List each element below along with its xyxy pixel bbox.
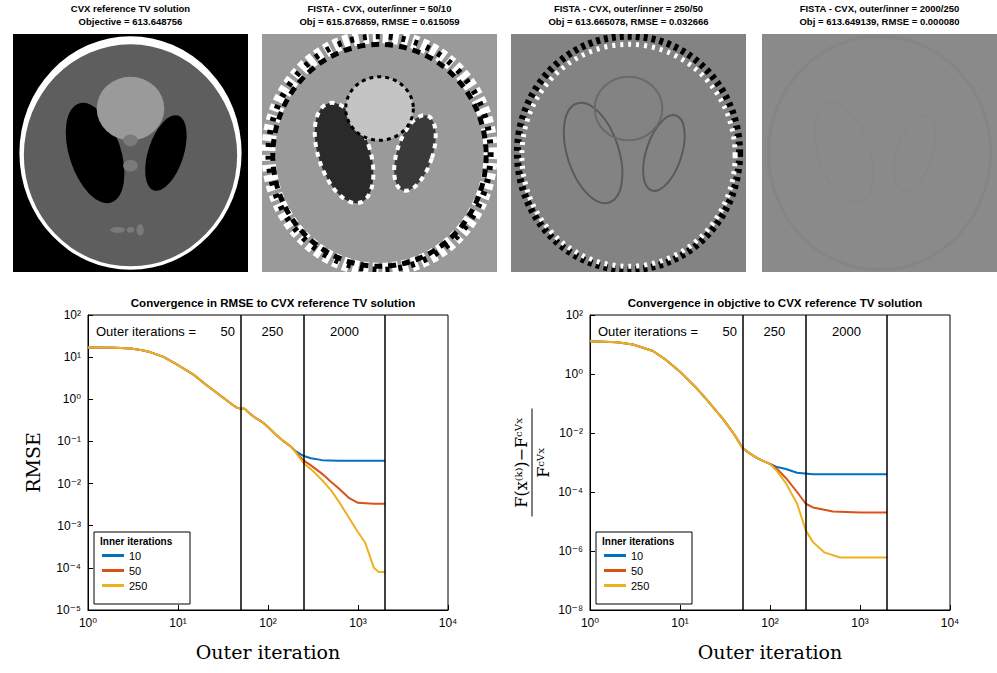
svg-text:250: 250 [631, 580, 649, 592]
svg-text:50: 50 [220, 324, 234, 339]
svg-text:10³: 10³ [349, 616, 366, 630]
svg-text:10⁻⁵: 10⁻⁵ [56, 603, 81, 617]
svg-text:RMSE: RMSE [22, 432, 44, 493]
svg-text:250: 250 [262, 324, 284, 339]
svg-text:10⁻⁸: 10⁻⁸ [558, 603, 583, 617]
svg-text:Outer iteration: Outer iteration [196, 641, 341, 663]
svg-text:10²: 10² [566, 308, 583, 322]
svg-text:FISTA - CVX, outer/inner = 250: FISTA - CVX, outer/inner = 250/50 [554, 3, 703, 14]
svg-text:50: 50 [129, 565, 141, 577]
svg-text:10¹: 10¹ [671, 616, 688, 630]
svg-text:10⁻²: 10⁻² [559, 426, 583, 440]
svg-text:10⁻⁴: 10⁻⁴ [558, 485, 583, 499]
svg-text:10³: 10³ [851, 616, 868, 630]
svg-text:50: 50 [631, 565, 643, 577]
svg-text:10⁴: 10⁴ [941, 616, 960, 630]
svg-text:10: 10 [631, 550, 643, 562]
svg-text:10⁻³: 10⁻³ [57, 519, 81, 533]
svg-text:Fᶜⱽˣ: Fᶜⱽˣ [534, 447, 553, 478]
svg-text:10⁻²: 10⁻² [57, 477, 81, 491]
svg-text:Obj = 615.876859, RMSE = 0.61: Obj = 615.876859, RMSE = 0.615059 [299, 16, 459, 27]
svg-text:10: 10 [129, 550, 141, 562]
svg-text:10⁻⁴: 10⁻⁴ [56, 561, 81, 575]
svg-text:10⁰: 10⁰ [565, 367, 583, 381]
svg-text:2000: 2000 [330, 324, 359, 339]
svg-text:10²: 10² [259, 616, 276, 630]
svg-text:10⁻¹: 10⁻¹ [57, 434, 81, 448]
svg-text:Outer iterations =: Outer iterations = [598, 324, 698, 339]
svg-text:FISTA - CVX, outer/inner = 200: FISTA - CVX, outer/inner = 2000/250 [800, 3, 960, 14]
svg-text:10⁰: 10⁰ [79, 616, 97, 630]
svg-text:50: 50 [722, 324, 736, 339]
svg-text:Obj = 613.665078, RMSE = 0.03: Obj = 613.665078, RMSE = 0.032666 [548, 16, 708, 27]
svg-text:10⁰: 10⁰ [581, 616, 599, 630]
svg-text:10¹: 10¹ [169, 616, 186, 630]
svg-text:2000: 2000 [832, 324, 861, 339]
svg-text:10⁻⁶: 10⁻⁶ [558, 544, 583, 558]
svg-text:10⁴: 10⁴ [439, 616, 458, 630]
svg-text:Convergence in objctive to CVX: Convergence in objctive to CVX reference… [628, 297, 923, 309]
svg-text:Inner iterations: Inner iterations [602, 536, 675, 547]
svg-text:Outer iteration: Outer iteration [698, 641, 843, 663]
svg-text:250: 250 [129, 580, 147, 592]
svg-text:CVX reference TV solution: CVX reference TV solution [71, 3, 191, 14]
svg-text:Inner iterations: Inner iterations [100, 536, 173, 547]
svg-text:10²: 10² [64, 308, 81, 322]
svg-text:Convergence in RMSE to CVX ref: Convergence in RMSE to CVX reference TV … [131, 297, 415, 309]
svg-text:Obj = 613.649139, RMSE = 0.00: Obj = 613.649139, RMSE = 0.000080 [799, 16, 959, 27]
svg-text:FISTA - CVX, outer/inner = 50/: FISTA - CVX, outer/inner = 50/10 [308, 3, 452, 14]
svg-text:Objective = 613.648756: Objective = 613.648756 [79, 16, 183, 27]
svg-text:10⁰: 10⁰ [63, 392, 81, 406]
svg-text:Outer iterations =: Outer iterations = [96, 324, 196, 339]
svg-text:F(x⁽ᵏ⁾)−Fᶜⱽˣ: F(x⁽ᵏ⁾)−Fᶜⱽˣ [512, 417, 531, 507]
svg-text:10²: 10² [761, 616, 778, 630]
svg-text:10¹: 10¹ [64, 350, 81, 364]
svg-text:250: 250 [764, 324, 786, 339]
